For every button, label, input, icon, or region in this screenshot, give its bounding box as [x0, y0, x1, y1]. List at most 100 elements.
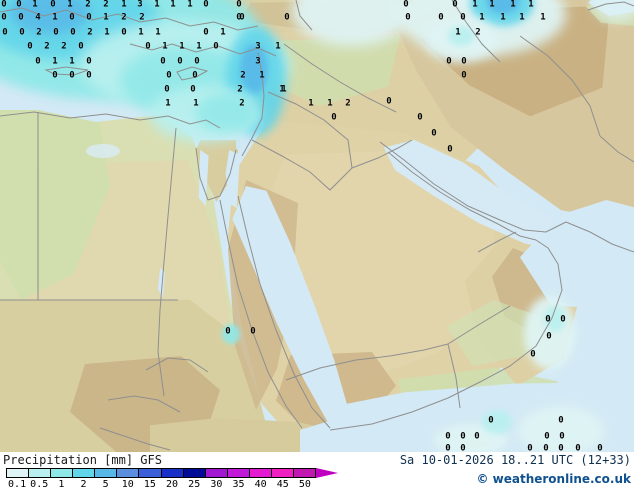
legend-tick-15: 15: [143, 479, 156, 490]
precip-value-label: 0: [2, 27, 8, 38]
precip-value-label: 1: [519, 12, 525, 23]
legend-tick-1: 1: [58, 479, 65, 490]
precip-value-label: 1: [327, 98, 333, 109]
legend-swatch-4: [95, 469, 118, 477]
legend-swatch-13: [294, 469, 316, 477]
precip-value-label: 0: [225, 326, 231, 337]
precip-value-label: 1: [196, 41, 202, 52]
precip-value-label: 0: [250, 326, 256, 337]
precip-value-label: 0: [236, 0, 242, 10]
precip-value-label: 3: [255, 41, 261, 52]
legend-swatch-7: [161, 469, 184, 477]
precip-value-label: 0: [239, 12, 245, 23]
precip-value-label: 0: [544, 431, 550, 442]
precip-value-label: 2: [103, 0, 109, 10]
legend-swatch-1: [29, 469, 52, 477]
legend-scalebar-wrap: 0.1 0.5 1 2 5 10 15 20 25 30 35 40 45 50: [6, 468, 338, 490]
precip-value-label: 0: [190, 84, 196, 95]
legend-tick-labels: 0.1 0.5 1 2 5 10 15 20 25 30 35 40 45 50: [6, 479, 316, 490]
precip-value-label: 1: [500, 12, 506, 23]
precip-value-label: 0: [50, 0, 56, 10]
legend-tick-20: 20: [166, 479, 179, 490]
precip-value-label: 1: [479, 12, 485, 23]
precip-value-label: 1: [52, 12, 58, 23]
precip-value-label: 0: [192, 70, 198, 81]
precip-value-label: 0: [18, 12, 24, 23]
precip-value-label: 0: [597, 443, 603, 452]
precip-value-label: 0: [438, 12, 444, 23]
precip-value-label: 0: [543, 443, 549, 452]
precip-value-label: 0: [461, 70, 467, 81]
precip-value-label: 0: [558, 443, 564, 452]
legend-title: Precipitation [mm] GFS: [3, 453, 162, 467]
precip-value-label: 1: [528, 0, 534, 10]
precip-value-label: 0: [145, 41, 151, 52]
precip-value-label: 0: [35, 56, 41, 67]
forecast-datestamp: Sa 10-01-2026 18..21 UTC (12+33): [399, 453, 631, 467]
precip-value-label: 2: [87, 27, 93, 38]
precip-value-label: 1: [489, 0, 495, 10]
legend-tick-2: 2: [80, 479, 87, 490]
precip-value-label: 4: [35, 12, 41, 23]
legend-swatch-3: [73, 469, 96, 477]
precip-value-label: 1: [154, 0, 160, 10]
precip-value-label: 0: [1, 0, 7, 10]
precip-value-label: 0: [236, 12, 242, 23]
precip-value-label: 0: [545, 314, 551, 325]
precip-value-label: 0: [386, 96, 392, 107]
precip-value-label: 0: [460, 443, 466, 452]
precip-value-label: 1: [104, 27, 110, 38]
legend-swatch-6: [139, 469, 162, 477]
precip-value-label: 0: [86, 70, 92, 81]
precip-value-label: 1: [279, 84, 285, 95]
precip-value-label: 1: [259, 70, 265, 81]
precip-value-label: 1: [67, 0, 73, 10]
precip-value-label: 2: [239, 98, 245, 109]
precip-value-label: 0: [121, 27, 127, 38]
precip-value-label: 0: [86, 12, 92, 23]
precip-value-label: 0: [446, 56, 452, 67]
precip-value-label: 1: [103, 12, 109, 23]
precip-value-label: 0: [558, 415, 564, 426]
precip-value-label: 1: [308, 98, 314, 109]
legend-tick-10: 10: [121, 479, 134, 490]
precip-value-label: 0: [203, 0, 209, 10]
precip-value-label: 1: [455, 27, 461, 38]
precip-value-label: 0: [431, 128, 437, 139]
precip-value-label: 0: [86, 56, 92, 67]
legend-swatch-9: [205, 469, 228, 477]
precip-value-label: 3: [137, 0, 143, 10]
precip-value-label: 1: [165, 98, 171, 109]
precip-value-label: 0: [417, 112, 423, 123]
legend-swatch-10: [227, 469, 250, 477]
precip-value-label: 2: [121, 12, 127, 23]
legend-tick-50: 50: [298, 479, 311, 490]
precip-value-label: 0: [461, 56, 467, 67]
precip-value-label: 0: [16, 0, 22, 10]
precip-value-label: 0: [559, 431, 565, 442]
legend-swatch-8: [183, 469, 206, 477]
precip-value-label: 0: [452, 0, 458, 10]
precip-value-label: 0: [403, 0, 409, 10]
precip-value-label: 0: [460, 431, 466, 442]
precip-value-label: 0: [331, 112, 337, 123]
precip-value-label: 1: [472, 0, 478, 10]
legend-tick-5: 5: [102, 479, 109, 490]
precip-value-label: 0: [405, 12, 411, 23]
precip-value-label: 0: [447, 144, 453, 155]
legend-swatch-0: [7, 469, 30, 477]
precip-value-label: 1: [69, 56, 75, 67]
lake-dead-sea: [236, 138, 240, 150]
qattara-depression: [86, 144, 120, 158]
precip-value-label: 0: [160, 56, 166, 67]
precip-value-label: 0: [70, 27, 76, 38]
precip-value-label: 1: [138, 27, 144, 38]
map-footer: Precipitation [mm] GFS Sa 10-01-2026 18.…: [0, 452, 634, 490]
precip-value-label: 1: [162, 41, 168, 52]
precip-value-label: 2: [85, 0, 91, 10]
precip-value-label: 0: [530, 349, 536, 360]
legend-swatch-12: [271, 469, 295, 477]
precip-value-label: 0: [284, 12, 290, 23]
precip-value-label: 0: [164, 84, 170, 95]
